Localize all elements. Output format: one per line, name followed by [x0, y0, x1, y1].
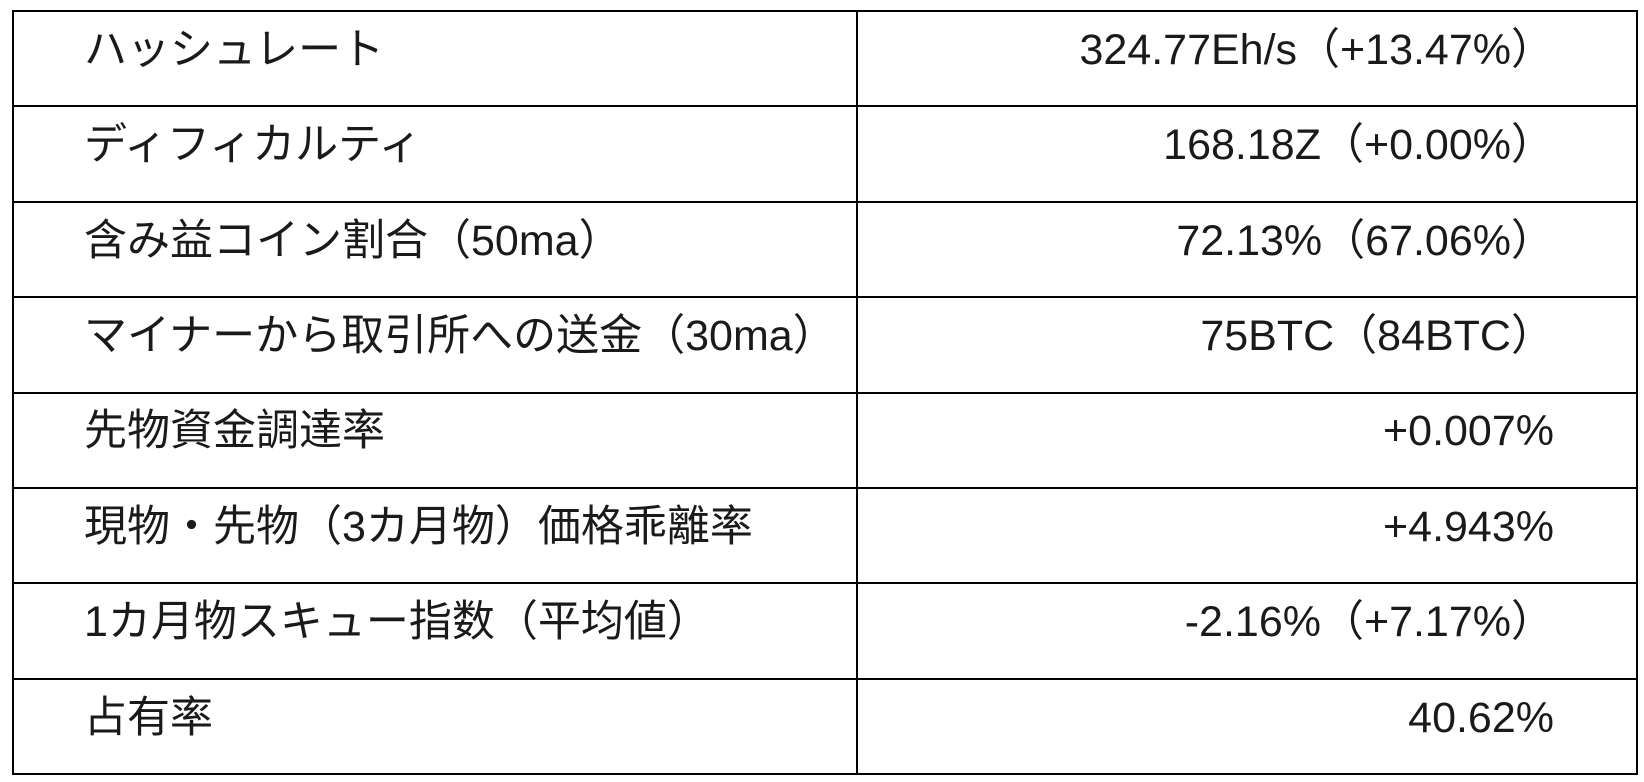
metric-label: ハッシュレート [12, 9, 858, 108]
metric-label: マイナーから取引所への送金（30ma） [12, 296, 858, 394]
table-row: 含み益コイン割合（50ma） 72.13%（67.06%） [12, 200, 1638, 299]
table-row: ハッシュレート 324.77Eh/s（+13.47%） [12, 9, 1638, 108]
metric-value: 75BTC（84BTC） [856, 296, 1638, 394]
metric-value: 168.18Z（+0.00%） [856, 105, 1638, 203]
metric-label: 1カ月物スキュー指数（平均値） [12, 582, 858, 680]
metric-value: -2.16%（+7.17%） [856, 582, 1638, 680]
metric-label: ディフィカルティ [12, 105, 858, 203]
metric-value: 72.13%（67.06%） [856, 200, 1638, 299]
metric-label: 占有率 [12, 677, 858, 776]
metric-label: 現物・先物（3カ月物）価格乖離率 [12, 486, 858, 585]
metrics-table-body: ハッシュレート 324.77Eh/s（+13.47%） ディフィカルティ 168… [12, 9, 1638, 776]
table-row: 現物・先物（3カ月物）価格乖離率 +4.943% [12, 486, 1638, 585]
table-row: 先物資金調達率 +0.007% [12, 391, 1638, 489]
metric-value: 324.77Eh/s（+13.47%） [856, 9, 1638, 108]
metric-value: +4.943% [856, 486, 1638, 585]
metric-value: 40.62% [856, 677, 1638, 776]
table-row: マイナーから取引所への送金（30ma） 75BTC（84BTC） [12, 296, 1638, 394]
table-row: ディフィカルティ 168.18Z（+0.00%） [12, 105, 1638, 203]
metric-value: +0.007% [856, 391, 1638, 489]
metrics-table: ハッシュレート 324.77Eh/s（+13.47%） ディフィカルティ 168… [12, 9, 1638, 776]
table-row: 1カ月物スキュー指数（平均値） -2.16%（+7.17%） [12, 582, 1638, 680]
metric-label: 先物資金調達率 [12, 391, 858, 489]
metric-label: 含み益コイン割合（50ma） [12, 200, 858, 299]
table-row: 占有率 40.62% [12, 677, 1638, 776]
